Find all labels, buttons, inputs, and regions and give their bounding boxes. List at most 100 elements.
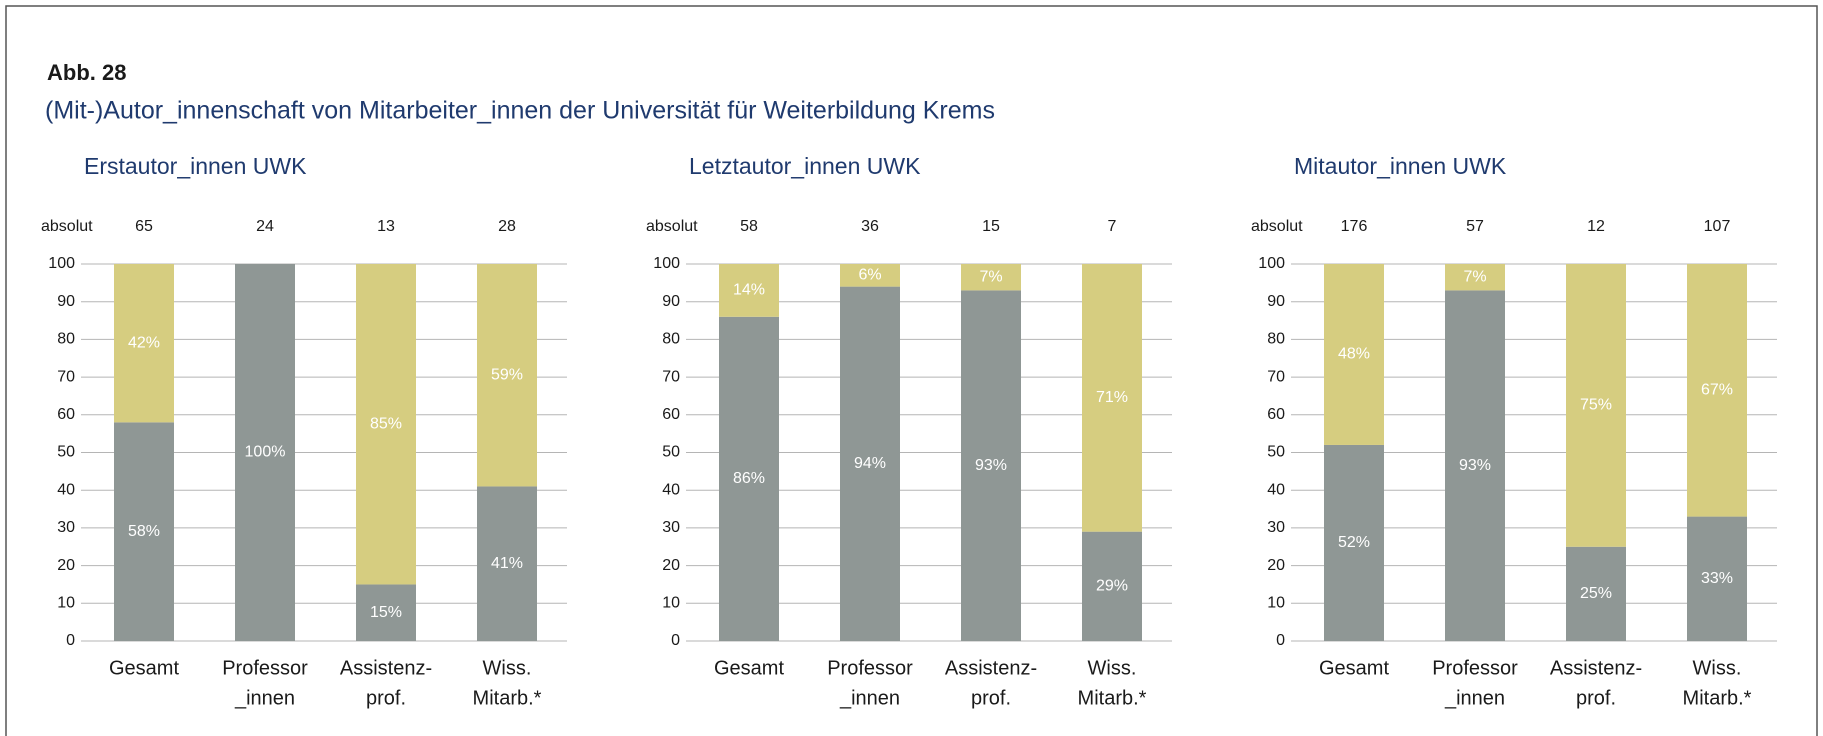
x-tick-label: Mitarb.* (473, 687, 542, 709)
value-label: 14% (733, 282, 765, 299)
y-tick-label: 90 (57, 293, 75, 310)
y-tick-label: 0 (1276, 632, 1285, 649)
x-tick-label: Gesamt (714, 657, 784, 679)
value-label: 7% (979, 268, 1002, 285)
bar-segment (1566, 264, 1626, 547)
y-tick-label: 30 (662, 519, 680, 536)
value-label: 93% (1459, 457, 1491, 474)
bar-segment (719, 264, 779, 317)
value-label: 48% (1338, 346, 1370, 363)
bar-segment (114, 264, 174, 423)
y-tick-label: 60 (1267, 406, 1285, 423)
value-label: 15% (370, 604, 402, 621)
y-tick-label: 80 (57, 331, 75, 348)
absolute-label: absolut (41, 218, 93, 235)
bar-segment (356, 264, 416, 585)
y-tick-label: 30 (57, 519, 75, 536)
value-label: 93% (975, 457, 1007, 474)
y-tick-label: 20 (57, 557, 75, 574)
bar-segment (961, 264, 1021, 291)
chart-title: Mitautor_innen UWK (1294, 153, 1507, 179)
absolute-value: 24 (256, 218, 274, 235)
y-tick-label: 60 (662, 406, 680, 423)
figure-title: (Mit-)Autor_innenschaft von Mitarbeiter_… (45, 97, 995, 125)
absolute-label: absolut (1251, 218, 1303, 235)
absolute-value: 65 (135, 218, 153, 235)
y-tick-label: 50 (1267, 444, 1285, 461)
x-tick-label: Professor (827, 657, 913, 679)
bar-segment (1324, 264, 1384, 445)
y-tick-label: 80 (1267, 331, 1285, 348)
y-tick-label: 50 (662, 444, 680, 461)
absolute-value: 57 (1466, 218, 1484, 235)
y-tick-label: 70 (57, 368, 75, 385)
x-tick-label: Mitarb.* (1683, 687, 1752, 709)
absolute-label: absolut (646, 218, 698, 235)
x-tick-label: prof. (971, 687, 1011, 709)
bar-segment (1082, 531, 1142, 641)
bar-segment (961, 290, 1021, 641)
y-tick-label: 10 (57, 595, 75, 612)
value-label: 33% (1701, 570, 1733, 587)
value-label: 52% (1338, 534, 1370, 551)
absolute-value: 28 (498, 218, 516, 235)
bar-segment (1324, 444, 1384, 641)
absolute-value: 176 (1341, 218, 1368, 235)
y-tick-label: 50 (57, 444, 75, 461)
value-label: 6% (858, 267, 881, 284)
absolute-value: 107 (1704, 218, 1731, 235)
x-tick-label: prof. (366, 687, 406, 709)
y-tick-label: 90 (1267, 293, 1285, 310)
y-tick-label: 10 (1267, 595, 1285, 612)
x-tick-label: Wiss. (1088, 657, 1137, 679)
bar-segment (1445, 290, 1505, 641)
absolute-value: 58 (740, 218, 758, 235)
bar-segment (840, 264, 900, 287)
bar-segment (356, 584, 416, 641)
bar-segment (1445, 264, 1505, 291)
value-label: 75% (1580, 397, 1612, 414)
x-tick-label: Assistenz- (1550, 657, 1642, 679)
value-label: 71% (1096, 389, 1128, 406)
bar-segment (1687, 516, 1747, 641)
bar-segment (114, 422, 174, 641)
y-tick-label: 40 (662, 481, 680, 498)
x-tick-label: Professor (1432, 657, 1518, 679)
y-tick-label: 70 (1267, 368, 1285, 385)
x-tick-label: Gesamt (1319, 657, 1389, 679)
bar-segment (477, 264, 537, 487)
value-label: 59% (491, 366, 523, 383)
y-tick-label: 10 (662, 595, 680, 612)
x-tick-label: Assistenz- (945, 657, 1037, 679)
y-tick-label: 40 (57, 481, 75, 498)
x-tick-label: Gesamt (109, 657, 179, 679)
x-tick-label: _innen (839, 687, 900, 709)
x-tick-label: Mitarb.* (1078, 687, 1147, 709)
value-label: 86% (733, 470, 765, 487)
y-tick-label: 80 (662, 331, 680, 348)
bar-segment (840, 286, 900, 641)
chart-title: Erstautor_innen UWK (84, 153, 307, 179)
y-tick-label: 100 (1258, 255, 1285, 272)
bar-segment (1082, 264, 1142, 532)
absolute-value: 7 (1108, 218, 1117, 235)
x-tick-label: Wiss. (483, 657, 532, 679)
y-tick-label: 20 (662, 557, 680, 574)
x-tick-label: Professor (222, 657, 308, 679)
value-label: 67% (1701, 382, 1733, 399)
y-tick-label: 90 (662, 293, 680, 310)
absolute-value: 15 (982, 218, 1000, 235)
x-tick-label: Assistenz- (340, 657, 432, 679)
chart-title: Letztautor_innen UWK (689, 153, 921, 179)
value-label: 58% (128, 523, 160, 540)
frame (5, 5, 1818, 736)
y-tick-label: 40 (1267, 481, 1285, 498)
bar-segment (235, 264, 295, 641)
absolute-value: 36 (861, 218, 879, 235)
value-label: 7% (1463, 268, 1486, 285)
y-tick-label: 0 (671, 632, 680, 649)
x-tick-label: _innen (234, 687, 295, 709)
value-label: 41% (491, 555, 523, 572)
value-label: 25% (1580, 585, 1612, 602)
